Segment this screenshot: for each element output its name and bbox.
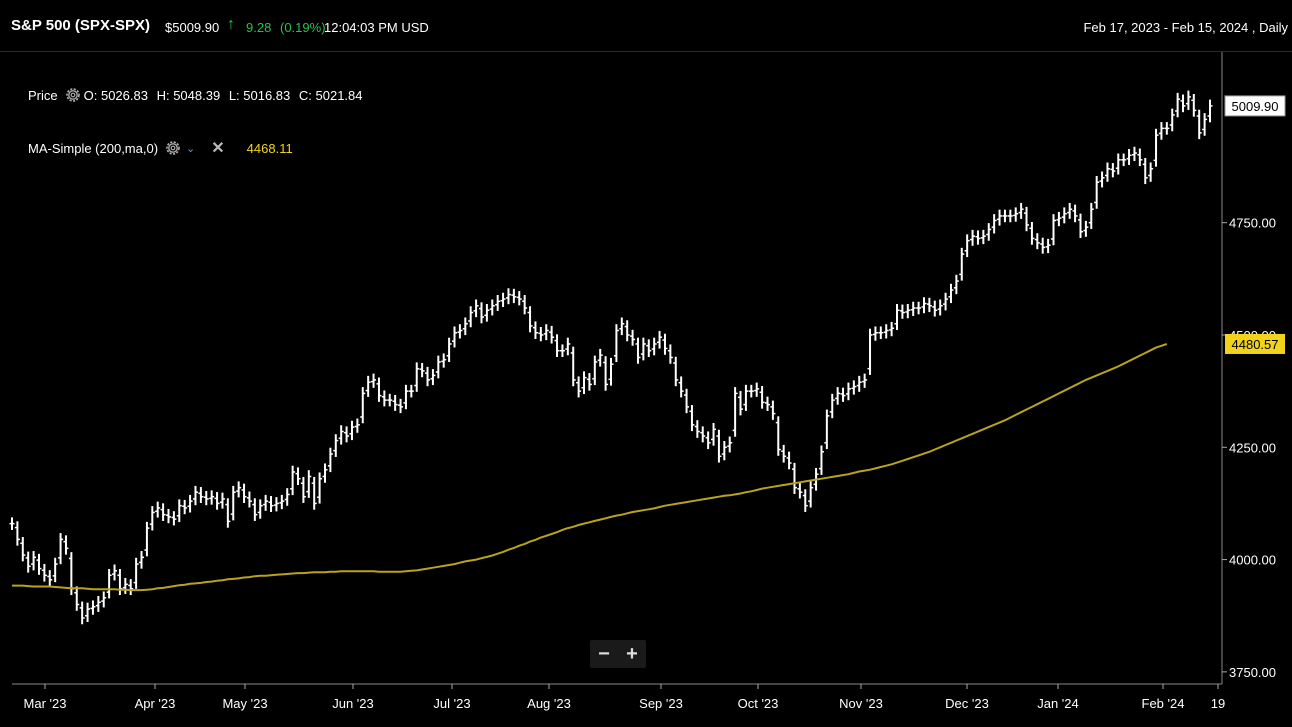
x-tick-label: Sep '23 [639,696,683,711]
date-range[interactable]: Feb 17, 2023 - Feb 15, 2024 , Daily [1083,20,1288,35]
x-tick-label: Feb '24 [1142,696,1185,711]
y-tick-label: 4250.00 [1229,440,1276,455]
ma-line-group [12,343,1168,592]
chart-header: S&P 500 (SPX-SPX) $5009.90 ↑ 9.28 (0.19%… [0,0,1292,52]
price-legend-label: Price [28,87,58,103]
ma-legend-label: MA-Simple (200,ma,0) [28,140,159,156]
close-icon[interactable]: ✕ [211,140,225,157]
y-tick-label: 4750.00 [1229,216,1276,231]
chevron-down-icon[interactable]: ⌄ [186,142,196,155]
close-value: C: 5021.84 [298,87,363,103]
price-legend: Price O: 5026.83 H: 5048.39 L: 5016.83 C… [28,86,368,104]
x-tick-label: Dec '23 [945,696,989,711]
price-badges: 5009.90 4480.57 [1224,95,1286,354]
open-value: O: 5026.83 [83,87,148,103]
y-tick-label: 3750.00 [1229,665,1276,680]
last-price-badge [1224,95,1286,117]
ohlc-values: O: 5026.83 H: 5048.39 L: 5016.83 C: 5021… [84,88,368,103]
x-tick-label: Apr '23 [135,696,176,711]
symbol-title: S&P 500 (SPX-SPX) [11,17,150,34]
price-change: 9.28 [246,20,272,35]
x-tick-label: Jul '23 [433,696,470,711]
x-tick-label: May '23 [222,696,267,711]
ma-badge [1225,333,1285,354]
x-tick-label: Jun '23 [332,696,374,711]
ma-legend: MA-Simple (200,ma,0) ⌄ ✕ 4468.11 [28,138,293,158]
up-arrow-icon: ↑ [227,16,235,33]
last-price: $5009.90 [165,20,220,35]
x-tick-label: 19 [1211,696,1225,711]
low-value: L: 5016.83 [228,87,291,103]
zoom-out-button[interactable]: − [598,643,610,665]
x-tick-label: Mar '23 [24,696,67,711]
price-change-percent: (0.19%) [280,20,326,35]
gear-icon[interactable] [64,86,82,104]
zoom-controls: − + [590,640,646,668]
x-tick-label: Nov '23 [839,696,883,711]
last-price-badge-label: 5009.90 [1232,99,1279,114]
ma-badge-label: 4480.57 [1232,337,1279,352]
x-tick-label: Aug '23 [527,696,571,711]
zoom-in-button[interactable]: + [626,643,638,665]
x-axis: Mar '23 Apr '23 May '23 Jun '23 Jul '23 Aug '… [12,683,1225,711]
gear-icon[interactable] [164,139,182,157]
high-value: H: 5048.39 [156,87,221,103]
ohlc-bars-group [9,90,1213,625]
x-tick-label: Oct '23 [738,696,779,711]
ma-line [12,343,1168,592]
quote-time: 12:04:03 PM USD [324,20,429,35]
ma-value: 4468.11 [246,140,293,156]
x-tick-label: Jan '24 [1037,696,1079,711]
y-tick-label: 4000.00 [1229,553,1276,568]
